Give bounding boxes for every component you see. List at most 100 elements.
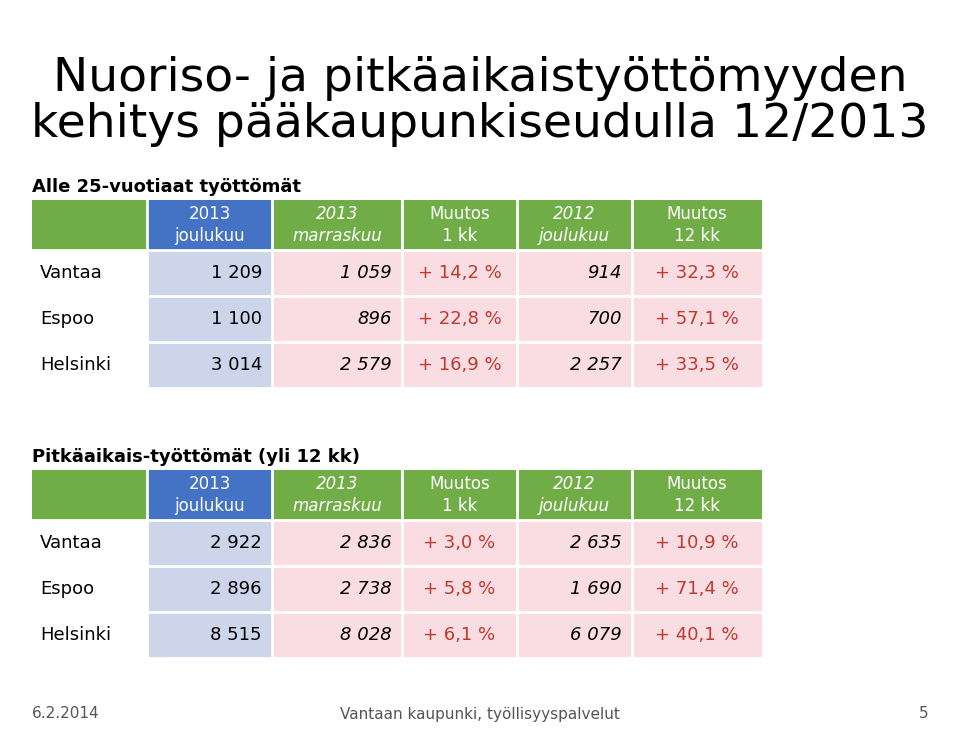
Bar bbox=[32, 296, 147, 342]
Text: Muutos: Muutos bbox=[666, 205, 728, 223]
Bar bbox=[272, 250, 402, 296]
Bar bbox=[32, 566, 147, 612]
Bar bbox=[32, 520, 147, 566]
Bar bbox=[402, 296, 517, 342]
Bar bbox=[272, 200, 402, 250]
Bar bbox=[272, 520, 402, 566]
Text: 12 kk: 12 kk bbox=[674, 227, 720, 245]
Bar bbox=[632, 200, 762, 250]
Text: + 14,2 %: + 14,2 % bbox=[418, 264, 501, 282]
Bar bbox=[147, 250, 272, 296]
Text: Vantaa: Vantaa bbox=[40, 264, 103, 282]
Bar bbox=[517, 520, 632, 566]
Text: + 32,3 %: + 32,3 % bbox=[655, 264, 739, 282]
Text: Nuoriso- ja pitkäaikaistyöttömyyden: Nuoriso- ja pitkäaikaistyöttömyyden bbox=[53, 56, 907, 101]
Text: + 5,8 %: + 5,8 % bbox=[423, 580, 495, 598]
Text: joulukuu: joulukuu bbox=[539, 497, 610, 515]
Bar bbox=[632, 612, 762, 658]
Text: + 10,9 %: + 10,9 % bbox=[656, 534, 739, 552]
Text: 3 014: 3 014 bbox=[210, 356, 262, 374]
Text: 2 896: 2 896 bbox=[210, 580, 262, 598]
Bar bbox=[147, 296, 272, 342]
Text: 2 738: 2 738 bbox=[340, 580, 392, 598]
Bar bbox=[32, 342, 147, 388]
Text: marraskuu: marraskuu bbox=[292, 497, 382, 515]
Text: 8 028: 8 028 bbox=[340, 626, 392, 644]
Text: 1 kk: 1 kk bbox=[442, 227, 477, 245]
Text: joulukuu: joulukuu bbox=[174, 227, 245, 245]
Text: 1 209: 1 209 bbox=[210, 264, 262, 282]
Text: + 71,4 %: + 71,4 % bbox=[655, 580, 739, 598]
Bar bbox=[632, 296, 762, 342]
Text: 2012: 2012 bbox=[553, 475, 596, 493]
Text: joulukuu: joulukuu bbox=[539, 227, 610, 245]
Bar bbox=[32, 470, 147, 520]
Text: 1 059: 1 059 bbox=[340, 264, 392, 282]
Text: 5: 5 bbox=[919, 707, 928, 722]
Bar bbox=[147, 520, 272, 566]
Text: 914: 914 bbox=[588, 264, 622, 282]
Text: 2 922: 2 922 bbox=[210, 534, 262, 552]
Bar bbox=[32, 250, 147, 296]
Text: 2012: 2012 bbox=[553, 205, 596, 223]
Text: 2013: 2013 bbox=[316, 205, 358, 223]
Text: + 22,8 %: + 22,8 % bbox=[418, 310, 501, 328]
Text: Muutos: Muutos bbox=[429, 205, 490, 223]
Bar bbox=[272, 342, 402, 388]
Bar bbox=[402, 470, 517, 520]
Text: 2013: 2013 bbox=[188, 475, 230, 493]
Text: 12 kk: 12 kk bbox=[674, 497, 720, 515]
Bar bbox=[632, 250, 762, 296]
Text: Muutos: Muutos bbox=[429, 475, 490, 493]
Text: + 16,9 %: + 16,9 % bbox=[418, 356, 501, 374]
Bar bbox=[517, 566, 632, 612]
Text: 8 515: 8 515 bbox=[210, 626, 262, 644]
Bar bbox=[147, 200, 272, 250]
Text: 896: 896 bbox=[357, 310, 392, 328]
Text: kehitys pääkaupunkiseudulla 12/2013: kehitys pääkaupunkiseudulla 12/2013 bbox=[32, 102, 928, 147]
Text: + 40,1 %: + 40,1 % bbox=[656, 626, 739, 644]
Text: 2 635: 2 635 bbox=[570, 534, 622, 552]
Text: Alle 25-vuotiaat työttömät: Alle 25-vuotiaat työttömät bbox=[32, 178, 301, 196]
Text: 1 100: 1 100 bbox=[211, 310, 262, 328]
Bar bbox=[147, 470, 272, 520]
Bar bbox=[632, 342, 762, 388]
Text: Espoo: Espoo bbox=[40, 580, 94, 598]
Bar bbox=[517, 342, 632, 388]
Bar bbox=[517, 612, 632, 658]
Text: marraskuu: marraskuu bbox=[292, 227, 382, 245]
Bar bbox=[632, 520, 762, 566]
Bar bbox=[32, 200, 147, 250]
Bar bbox=[402, 250, 517, 296]
Text: 700: 700 bbox=[588, 310, 622, 328]
Bar bbox=[272, 470, 402, 520]
Bar bbox=[272, 566, 402, 612]
Bar bbox=[632, 470, 762, 520]
Text: Helsinki: Helsinki bbox=[40, 356, 111, 374]
Bar bbox=[517, 470, 632, 520]
Text: + 6,1 %: + 6,1 % bbox=[423, 626, 495, 644]
Text: 2 579: 2 579 bbox=[340, 356, 392, 374]
Text: + 33,5 %: + 33,5 % bbox=[655, 356, 739, 374]
Bar bbox=[517, 250, 632, 296]
Text: 6.2.2014: 6.2.2014 bbox=[32, 707, 100, 722]
Text: 2013: 2013 bbox=[316, 475, 358, 493]
Bar bbox=[402, 566, 517, 612]
Text: Muutos: Muutos bbox=[666, 475, 728, 493]
Bar bbox=[402, 612, 517, 658]
Text: 2 257: 2 257 bbox=[570, 356, 622, 374]
Bar bbox=[402, 200, 517, 250]
Text: Vantaan kaupunki, työllisyyspalvelut: Vantaan kaupunki, työllisyyspalvelut bbox=[340, 707, 620, 722]
Bar bbox=[517, 296, 632, 342]
Bar bbox=[632, 566, 762, 612]
Text: Helsinki: Helsinki bbox=[40, 626, 111, 644]
Text: + 3,0 %: + 3,0 % bbox=[423, 534, 495, 552]
Text: Espoo: Espoo bbox=[40, 310, 94, 328]
Bar bbox=[272, 612, 402, 658]
Text: Pitkäaikais­työttömät (yli 12 kk): Pitkäaikais­työttömät (yli 12 kk) bbox=[32, 448, 360, 466]
Bar bbox=[147, 612, 272, 658]
Text: + 57,1 %: + 57,1 % bbox=[655, 310, 739, 328]
Bar bbox=[402, 520, 517, 566]
Text: 6 079: 6 079 bbox=[570, 626, 622, 644]
Bar bbox=[32, 612, 147, 658]
